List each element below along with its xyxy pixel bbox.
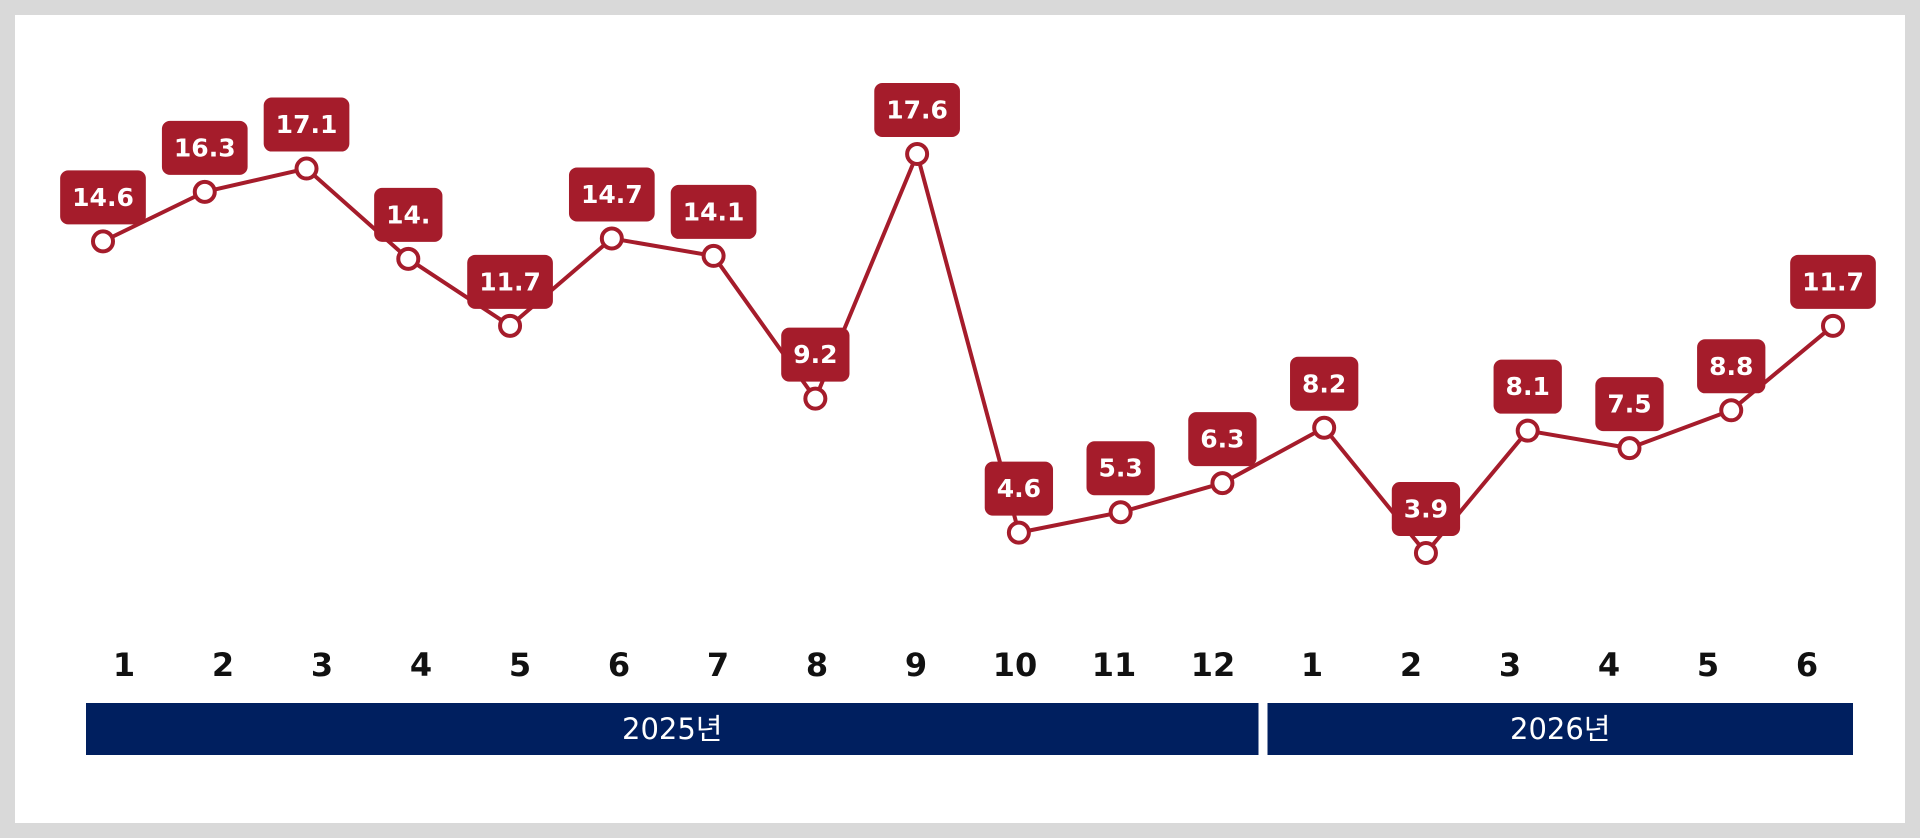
x-tick-label: 2 — [212, 646, 234, 684]
data-label: 4.6 — [997, 474, 1041, 503]
data-label: 6.3 — [1200, 425, 1244, 454]
x-tick-label: 6 — [1796, 646, 1818, 684]
data-label-box — [568, 167, 655, 222]
data-point — [1719, 398, 1744, 423]
data-point — [1617, 436, 1642, 461]
data-label-box — [161, 120, 248, 175]
data-label: 5.3 — [1098, 454, 1142, 483]
data-label: 9.2 — [793, 340, 837, 369]
data-point — [1108, 500, 1133, 525]
x-tick-label: 9 — [905, 646, 927, 684]
group-label: 2025년 — [622, 712, 722, 746]
x-tick-label: 3 — [311, 646, 333, 684]
data-label-box — [781, 327, 850, 382]
data-label: 14.6 — [72, 183, 134, 212]
data-label: 14.1 — [683, 197, 745, 226]
data-label: 8.2 — [1302, 369, 1346, 398]
data-label-box — [1790, 254, 1876, 309]
data-label: 7.5 — [1607, 390, 1651, 419]
data-label: 11.7 — [479, 267, 541, 296]
data-label-box — [60, 170, 146, 225]
data-label: 16.3 — [174, 133, 236, 162]
x-tick-label: 4 — [1598, 646, 1620, 684]
data-point — [91, 229, 115, 254]
data-label-box — [374, 187, 443, 242]
data-label-box — [1188, 412, 1257, 467]
data-point — [1413, 541, 1438, 565]
data-point — [192, 179, 217, 204]
data-label: 14.7 — [581, 180, 643, 209]
data-point — [1210, 471, 1235, 496]
data-point — [396, 246, 421, 271]
group-label: 2026년 — [1510, 712, 1610, 746]
x-tick-label: 5 — [1697, 646, 1719, 684]
data-label-box — [1493, 359, 1562, 414]
data-point — [803, 386, 828, 411]
data-label-box — [670, 184, 757, 239]
data-point — [1006, 520, 1031, 545]
data-point — [599, 226, 624, 251]
data-label-box — [1697, 339, 1766, 394]
x-tick-label: 1 — [1301, 646, 1323, 684]
data-label-box — [1391, 482, 1461, 536]
data-label: 14. — [386, 200, 430, 229]
group-bar — [86, 703, 1259, 755]
data-point — [294, 156, 319, 181]
data-label-box — [984, 461, 1054, 516]
data-label: 17.6 — [886, 96, 948, 125]
data-label: 17.1 — [276, 110, 338, 139]
data-point — [498, 313, 523, 338]
data-label-box — [1290, 356, 1359, 411]
data-point — [1821, 313, 1845, 338]
x-tick-label: 12 — [1191, 646, 1236, 684]
data-label-box — [1595, 377, 1664, 432]
data-point — [1312, 415, 1337, 440]
data-point — [701, 243, 726, 268]
data-label-box — [263, 97, 350, 152]
group-bar — [1267, 703, 1853, 755]
x-tick-label: 4 — [410, 646, 432, 684]
data-label-box — [874, 83, 960, 137]
x-tick-label: 8 — [806, 646, 828, 684]
data-label: 3.9 — [1404, 495, 1448, 524]
data-point — [905, 142, 930, 166]
x-tick-label: 2 — [1400, 646, 1422, 684]
data-line — [102, 152, 1835, 555]
x-tick-label: 6 — [608, 646, 630, 684]
data-point — [1515, 418, 1540, 443]
x-tick-label: 3 — [1499, 646, 1521, 684]
x-tick-label: 11 — [1092, 646, 1137, 684]
x-tick-label: 5 — [509, 646, 531, 684]
x-tick-label: 7 — [707, 646, 729, 684]
data-label: 11.7 — [1802, 267, 1864, 296]
x-tick-label: 10 — [993, 646, 1038, 684]
data-label-box — [1086, 441, 1155, 496]
data-label: 8.1 — [1506, 372, 1550, 401]
x-tick-label: 1 — [113, 646, 135, 684]
data-label: 8.8 — [1709, 352, 1753, 381]
data-label-box — [467, 254, 553, 309]
